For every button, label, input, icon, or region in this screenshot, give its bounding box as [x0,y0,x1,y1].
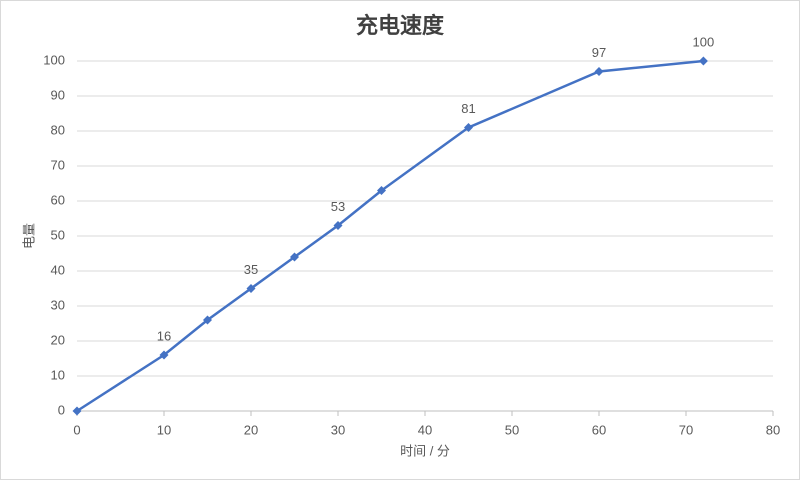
x-tick-label: 50 [505,422,519,437]
y-tick-label: 10 [51,367,65,382]
data-label: 97 [592,45,606,60]
data-label: 81 [461,101,475,116]
data-point [594,67,604,76]
data-point [464,123,473,132]
data-label: 53 [331,199,345,214]
data-label: 16 [157,328,171,343]
data-point [333,221,343,230]
y-tick-label: 100 [43,52,65,67]
x-tick-label: 80 [766,422,780,437]
data-point [72,406,82,416]
y-tick-label: 40 [51,262,65,277]
y-tick-label: 90 [51,87,65,102]
data-point [246,284,256,293]
y-tick-label: 20 [51,332,65,347]
y-tick-label: 50 [51,227,65,242]
y-tick-label: 30 [51,297,65,312]
x-tick-label: 10 [157,422,171,437]
y-tick-label: 0 [58,402,65,417]
x-tick-label: 0 [73,422,80,437]
data-point [698,56,708,66]
data-point [159,350,169,360]
x-tick-label: 60 [592,422,606,437]
data-point [377,186,386,195]
data-label: 35 [244,262,258,277]
x-tick-label: 20 [244,422,258,437]
y-tick-label: 70 [51,157,65,172]
x-tick-label: 40 [418,422,432,437]
y-tick-label: 80 [51,122,65,137]
data-point [290,252,299,262]
data-label: 100 [693,34,715,49]
x-axis-label: 时间 / 分 [400,443,450,458]
data-point [203,315,212,325]
y-tick-label: 60 [51,192,65,207]
chart-title: 充电速度 [356,13,445,38]
y-axis-label: 电量 [21,223,36,249]
data-line [76,59,704,413]
x-tick-label: 70 [679,422,693,437]
x-tick-label: 30 [331,422,345,437]
